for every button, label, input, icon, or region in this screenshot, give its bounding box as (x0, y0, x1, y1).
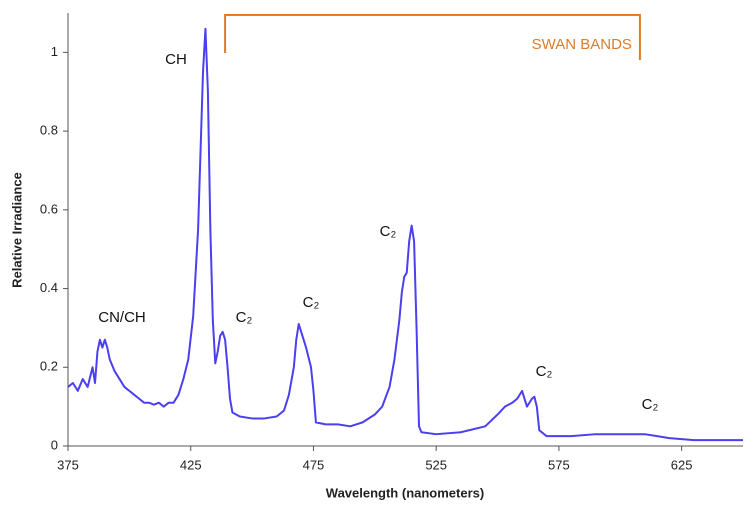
y-tick-label: 0.8 (40, 123, 58, 138)
y-tick-label: 1 (51, 44, 58, 59)
peak-label: C₂ (642, 396, 659, 413)
peak-label: C₂ (303, 294, 320, 311)
y-tick-label: 0 (51, 437, 58, 452)
peak-label: C₂ (236, 309, 253, 326)
peak-label: CN/CH (98, 309, 146, 326)
peak-label: C₂ (380, 223, 397, 240)
y-tick-label: 0.2 (40, 359, 58, 374)
x-tick-label: 575 (548, 457, 570, 472)
y-axis-title: Relative Irradiance (9, 172, 24, 288)
peak-label: CH (165, 51, 187, 68)
y-tick-label: 0.4 (40, 280, 58, 295)
x-tick-label: 375 (57, 457, 79, 472)
spectrum-line (67, 27, 743, 442)
swan-bracket (224, 14, 641, 60)
x-tick-label: 425 (180, 457, 202, 472)
x-tick-label: 475 (303, 457, 325, 472)
y-tick-label: 0.6 (40, 201, 58, 216)
x-axis-title: Wavelength (nanometers) (326, 485, 484, 500)
x-tick-label: 625 (671, 457, 693, 472)
peak-label: C₂ (536, 363, 553, 380)
x-tick-label: 525 (425, 457, 447, 472)
bracket-label: SWAN BANDS (532, 36, 632, 53)
